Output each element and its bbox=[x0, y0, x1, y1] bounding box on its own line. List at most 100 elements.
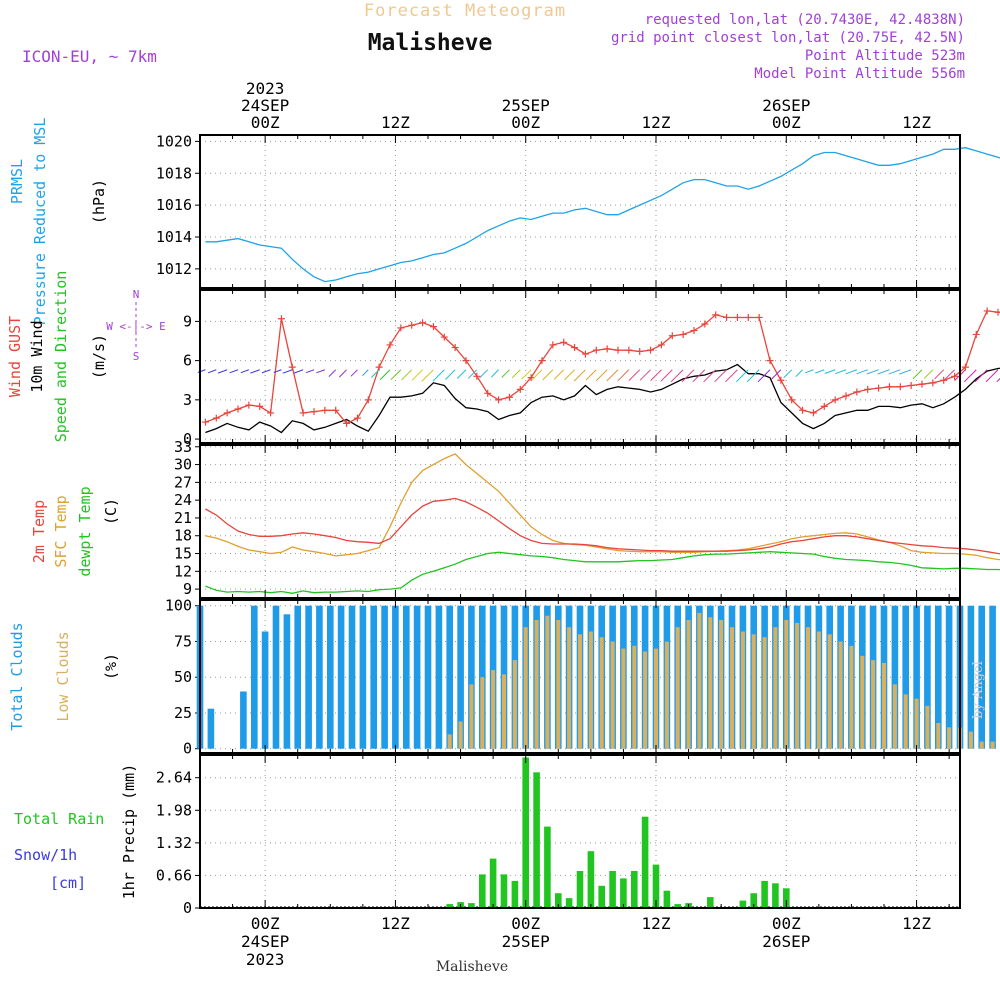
wind-direction-arrow bbox=[670, 369, 684, 383]
wind-gust-marker bbox=[462, 357, 470, 365]
wind-gust-marker bbox=[310, 408, 318, 416]
low-cloud-bar bbox=[849, 645, 854, 749]
bottom-time-label: 24SEP bbox=[241, 932, 289, 951]
panel-frame-pressure bbox=[199, 134, 961, 289]
closest-coords: grid point closest lon,lat (20.75E, 42.5… bbox=[611, 30, 965, 46]
wind-direction-arrow bbox=[866, 369, 879, 375]
wind-gust-marker bbox=[733, 313, 741, 321]
total-cloud-bar bbox=[240, 691, 247, 749]
low-cloud-bar bbox=[654, 648, 658, 749]
low-cloud-bar bbox=[708, 617, 713, 749]
wind-gust-marker bbox=[777, 376, 785, 384]
bottom-time-label: 12Z bbox=[381, 914, 410, 933]
total-cloud-bar bbox=[945, 605, 953, 749]
wind-gust-marker bbox=[343, 419, 351, 427]
wind-direction-arrow bbox=[888, 369, 901, 375]
low-cloud-bar bbox=[664, 641, 669, 749]
total-cloud-bar bbox=[902, 605, 909, 749]
y-tick-label: 27 bbox=[174, 473, 192, 491]
low-cloud-bar bbox=[730, 627, 734, 749]
wind-direction-arrow bbox=[660, 369, 673, 382]
wind-direction-arrow bbox=[282, 369, 293, 374]
low-clouds-axis-title: Low Clouds bbox=[54, 631, 72, 721]
low-cloud-bar bbox=[512, 660, 517, 749]
low-cloud-bar bbox=[979, 741, 984, 749]
low-cloud-bar bbox=[534, 620, 539, 749]
total-cloud-bar bbox=[424, 605, 432, 749]
total-cloud-bar bbox=[403, 605, 410, 749]
low-cloud-bar bbox=[599, 637, 604, 749]
wind-direction-arrow bbox=[573, 369, 586, 382]
wind-direction-arrow bbox=[293, 369, 304, 374]
bottom-time-label: 12Z bbox=[642, 914, 671, 933]
y-tick-label: 1014 bbox=[156, 228, 192, 246]
low-cloud-bar bbox=[719, 620, 724, 749]
y-tick-label: 1.98 bbox=[156, 801, 192, 819]
wind-gust-marker bbox=[299, 409, 307, 417]
snow-legend: Snow/1h bbox=[14, 846, 77, 864]
wind-gust-marker bbox=[560, 338, 568, 346]
rain-bar bbox=[772, 883, 779, 908]
wind-gust-marker bbox=[397, 324, 405, 332]
wind-gust-marker bbox=[896, 383, 904, 391]
snow-unit: [cm] bbox=[50, 874, 86, 892]
wind-direction-arrow bbox=[606, 369, 619, 382]
wind-gust-marker bbox=[538, 357, 546, 365]
rain-bar bbox=[620, 878, 627, 908]
dewpoint-line bbox=[205, 551, 1000, 594]
wind-direction-arrow bbox=[783, 369, 793, 379]
bottom-time-label: 2023 bbox=[246, 950, 285, 969]
wind-gust-marker bbox=[505, 393, 513, 401]
y-tick-label: 0 bbox=[183, 899, 192, 917]
wind-gust-marker bbox=[364, 396, 372, 404]
wind-direction-arrow bbox=[531, 369, 543, 381]
low-cloud-bar bbox=[458, 721, 463, 749]
wind-gust-marker bbox=[864, 385, 872, 393]
y-tick-label: 75 bbox=[174, 632, 192, 650]
wind-direction-arrow bbox=[795, 369, 803, 377]
top-time-label: 12Z bbox=[642, 113, 671, 132]
wind-direction-arrow bbox=[316, 369, 326, 374]
wind-gust-marker bbox=[201, 418, 209, 426]
wind-direction-arrow bbox=[338, 369, 347, 378]
wind-gust-marker bbox=[712, 311, 720, 319]
top-time-label: 12Z bbox=[902, 113, 931, 132]
wind-direction-arrow bbox=[328, 369, 337, 377]
rain-legend: Total Rain bbox=[14, 810, 104, 828]
low-cloud-bar bbox=[567, 627, 572, 749]
total-cloud-bar bbox=[370, 605, 377, 749]
total-cloud-bar bbox=[446, 605, 453, 749]
bottom-time-label: 00Z bbox=[511, 914, 540, 933]
rain-bar bbox=[587, 851, 595, 908]
panel-frame-temperature bbox=[199, 444, 961, 599]
wind-gust-marker bbox=[288, 363, 296, 371]
y-tick-label: 0 bbox=[183, 430, 192, 448]
watermark-title: Forecast Meteogram bbox=[364, 1, 566, 21]
bottom-time-label: 00Z bbox=[772, 914, 801, 933]
low-cloud-bar bbox=[686, 620, 691, 749]
low-cloud-bar bbox=[936, 723, 941, 749]
total-cloud-bar bbox=[978, 605, 985, 749]
y-tick-label: 18 bbox=[174, 527, 192, 545]
footer-location: Malisheve bbox=[436, 959, 508, 975]
wind-gust-marker bbox=[679, 330, 687, 338]
wind-gust-marker bbox=[332, 406, 340, 414]
rain-bar bbox=[576, 871, 584, 908]
total-cloud-bar bbox=[913, 605, 920, 749]
wind-gust-marker bbox=[234, 405, 242, 413]
rain-bar bbox=[511, 880, 519, 908]
y-tick-label: 1018 bbox=[156, 164, 192, 182]
top-time-label: 00Z bbox=[511, 113, 540, 132]
rain-bar bbox=[489, 858, 497, 908]
low-cloud-bar bbox=[784, 620, 789, 749]
wind-gust-axis-title: Wind GUST bbox=[6, 316, 24, 397]
y-tick-label: 3 bbox=[183, 391, 192, 409]
rain-bar bbox=[783, 888, 790, 908]
bottom-time-label: 12Z bbox=[902, 914, 931, 933]
rain-bar bbox=[739, 900, 747, 908]
low-cloud-bar bbox=[806, 627, 810, 749]
wind-direction-arrow bbox=[261, 369, 271, 374]
bottom-time-label: 25SEP bbox=[502, 932, 550, 951]
wind-direction-arrow bbox=[501, 369, 510, 378]
wind-gust-marker bbox=[918, 380, 926, 388]
